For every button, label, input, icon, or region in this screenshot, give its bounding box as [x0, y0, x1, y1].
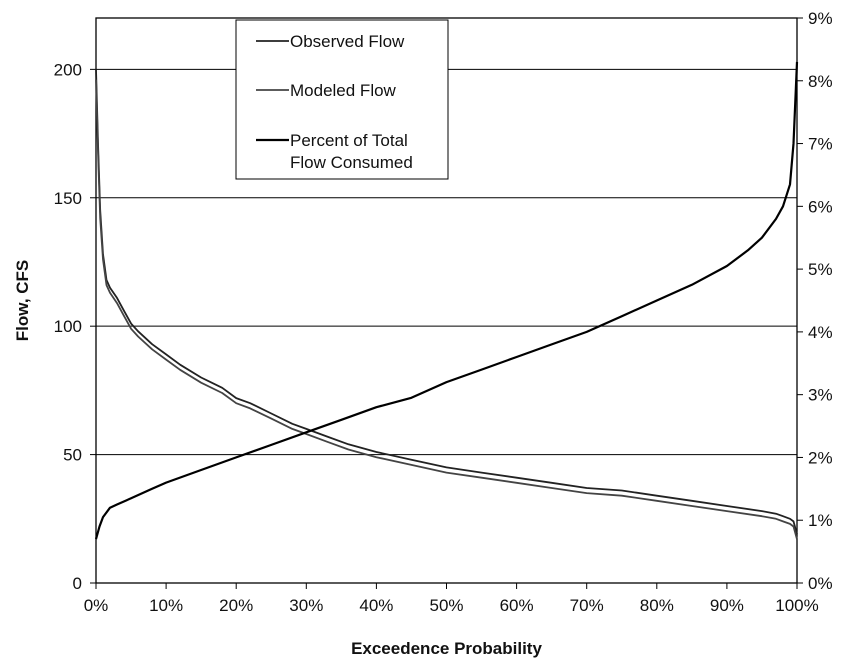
- y2-tick-label: 9%: [808, 9, 833, 28]
- x-tick-label: 90%: [710, 596, 744, 615]
- y2-tick-label: 1%: [808, 511, 833, 530]
- legend-label: Flow Consumed: [290, 153, 413, 172]
- series-layer: [94, 61, 799, 540]
- y2-tick-label: 4%: [808, 323, 833, 342]
- y2-tick-label: 5%: [808, 260, 833, 279]
- y-tick-label: 0: [73, 574, 82, 593]
- axis-ticks: 0% 10% 20% 30% 40% 50% 60% 70% 80% 90% 100% 0 50 100 1…: [54, 9, 833, 615]
- x-tick-label: 20%: [219, 596, 253, 615]
- y-tick-label: 50: [63, 446, 82, 465]
- series-line-observed-flow: [95, 69, 798, 535]
- y2-tick-label: 0%: [808, 574, 833, 593]
- legend: Observed Flow Modeled Flow Percent of Tota…: [235, 19, 449, 180]
- x-tick-label: 10%: [149, 596, 183, 615]
- series-line-percent-of-total-flow-consumed: [94, 61, 799, 540]
- x-tick-label: 60%: [500, 596, 534, 615]
- legend-box: [235, 19, 449, 180]
- x-tick-label: 70%: [570, 596, 604, 615]
- y-tick-label: 100: [54, 317, 82, 336]
- y2-tick-label: 3%: [808, 386, 833, 405]
- x-tick-label: 50%: [429, 596, 463, 615]
- x-tick-label: 80%: [640, 596, 674, 615]
- series-line-modeled-flow: [95, 79, 798, 540]
- x-tick-label: 30%: [289, 596, 323, 615]
- y-tick-label: 150: [54, 189, 82, 208]
- y2-tick-label: 6%: [808, 197, 833, 216]
- legend-label: Observed Flow: [290, 32, 405, 51]
- y2-tick-label: 8%: [808, 72, 833, 91]
- x-tick-label: 100%: [775, 596, 818, 615]
- y-tick-label: 200: [54, 60, 82, 79]
- legend-label: Modeled Flow: [290, 81, 397, 100]
- legend-label: Percent of Total: [290, 131, 408, 150]
- y2-tick-label: 7%: [808, 135, 833, 154]
- y2-tick-label: 2%: [808, 448, 833, 467]
- x-tick-label: 40%: [359, 596, 393, 615]
- x-tick-label: 0%: [84, 596, 109, 615]
- y-axis-title: Flow, CFS: [13, 260, 32, 342]
- x-axis-title: Exceedence Probability: [351, 639, 542, 658]
